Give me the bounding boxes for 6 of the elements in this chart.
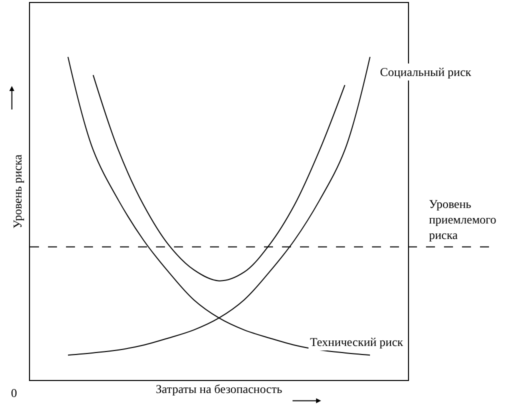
- text: 0: [11, 386, 17, 400]
- series-label: Технический риск: [310, 335, 404, 349]
- x-axis-title: Затраты на безопасность: [156, 382, 283, 396]
- series-label: Социальный риск: [380, 65, 472, 79]
- y-axis-title: Уровень риска: [10, 154, 24, 228]
- ref-line-label: Уровень приемлемого риска: [429, 197, 496, 242]
